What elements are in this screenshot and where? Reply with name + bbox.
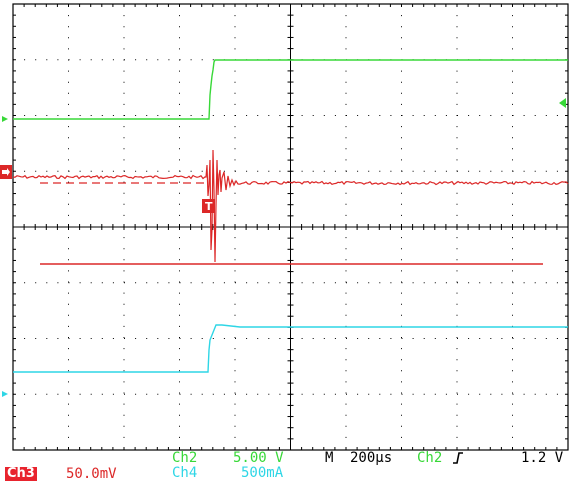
ch3-badge[interactable]: Ch3	[5, 466, 37, 481]
ch2-label[interactable]: Ch2	[172, 450, 198, 466]
ch3-waveform	[12, 149, 569, 263]
ch4-label[interactable]: Ch4	[172, 465, 198, 481]
trigger-marker-label: T	[205, 200, 213, 213]
trigger-marker-box	[202, 199, 215, 213]
trigger-level-marker-icon[interactable]	[559, 98, 566, 108]
trigger-position-marker[interactable]: T	[202, 199, 215, 213]
rising-edge-icon	[453, 452, 463, 464]
timebase-mode[interactable]: M	[325, 450, 334, 466]
ch4-ground-marker-icon[interactable]	[2, 391, 8, 397]
ch4-scale[interactable]: 500mA	[241, 465, 284, 481]
ch2-scale[interactable]: 5.00 V	[233, 450, 284, 466]
trigger-level[interactable]: 1.2 V	[521, 450, 564, 466]
timebase-value[interactable]: 200µs	[350, 450, 393, 466]
ch4-waveform	[13, 324, 568, 373]
ch2-ground-marker-icon[interactable]	[2, 116, 8, 122]
waveform-traces	[12, 59, 569, 373]
ch2-waveform	[13, 59, 568, 120]
ch3-scale[interactable]: 50.0mV	[66, 466, 117, 482]
channel-markers: T	[0, 98, 566, 397]
ch3-ground-marker[interactable]	[0, 165, 12, 179]
trigger-source[interactable]: Ch2	[417, 450, 443, 466]
ch3-ground-arrow-icon	[2, 168, 10, 176]
